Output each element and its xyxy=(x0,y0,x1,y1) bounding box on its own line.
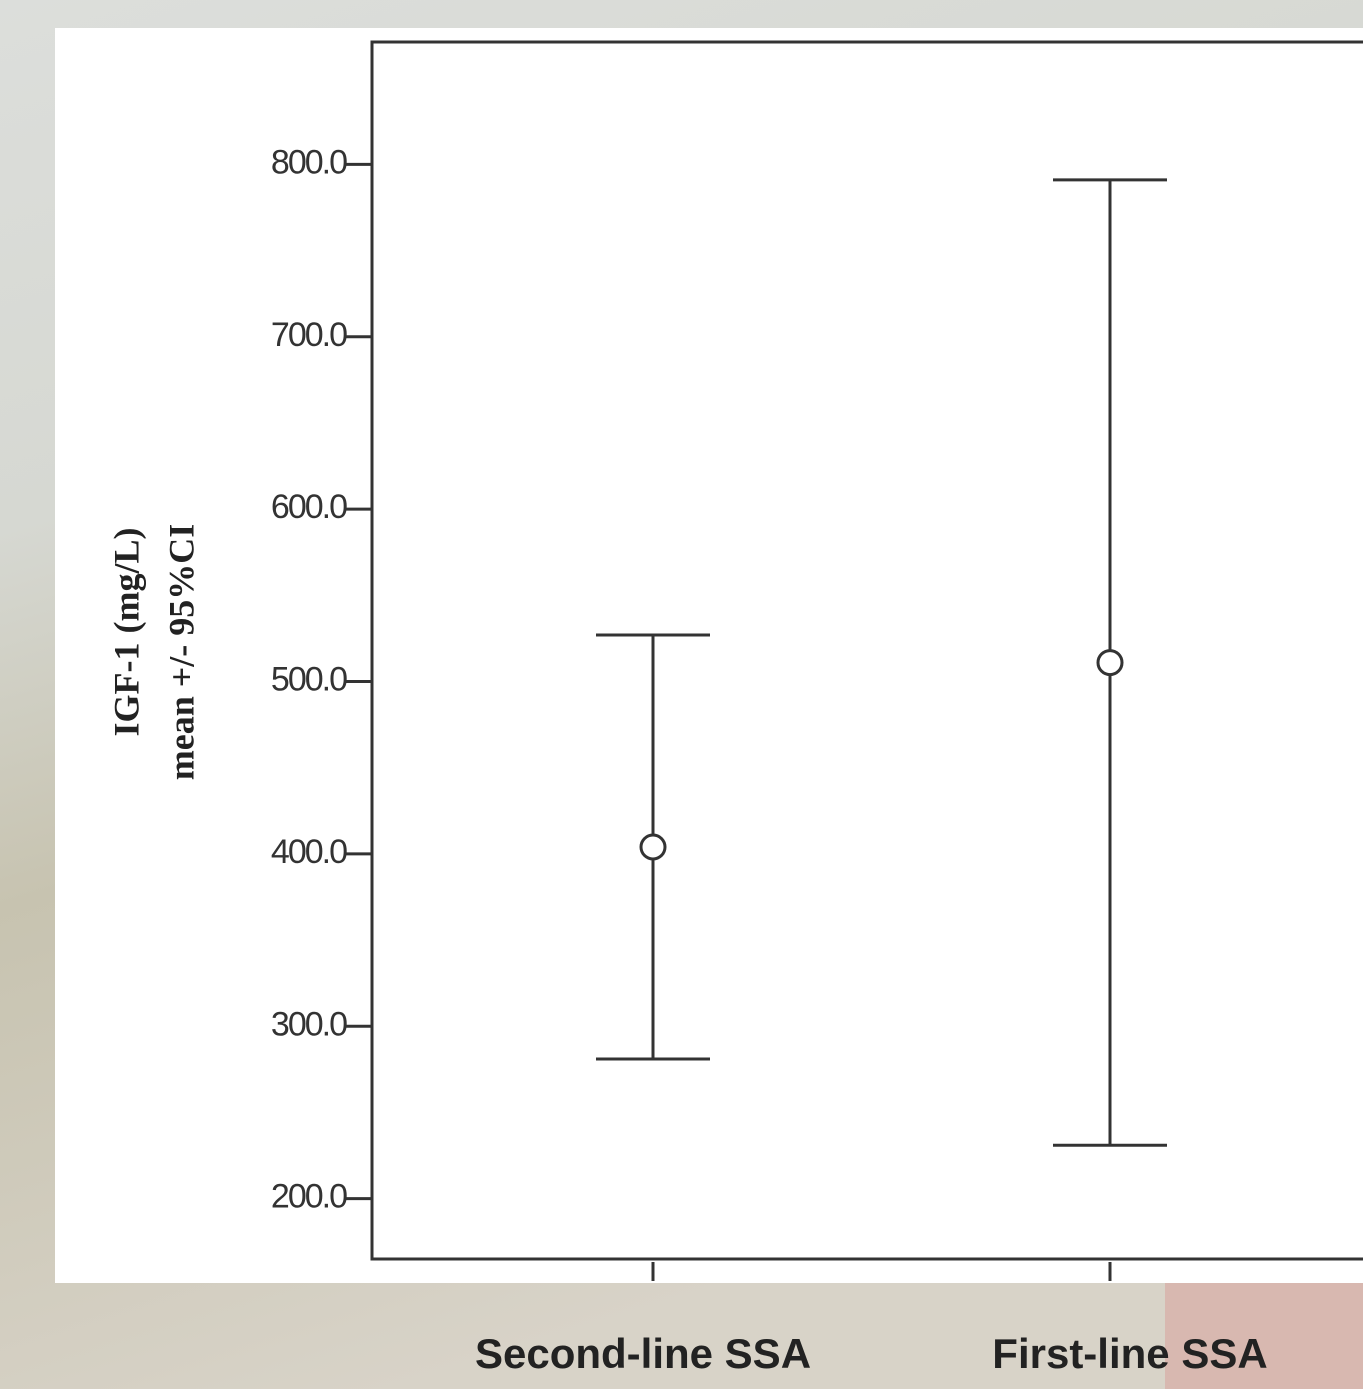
y-tick-label: 400.0 xyxy=(271,833,347,871)
background-patch xyxy=(1165,1283,1363,1389)
y-tick-label: 300.0 xyxy=(271,1005,347,1043)
y-tick-label: 200.0 xyxy=(271,1178,347,1216)
mean-marker xyxy=(639,833,667,861)
y-tick-label: 500.0 xyxy=(271,661,347,699)
chart-panel xyxy=(55,28,1363,1283)
y-tick-label: 800.0 xyxy=(271,143,347,181)
y-tick-label: 600.0 xyxy=(271,488,347,526)
x-tick-label: First-line SSA xyxy=(992,1330,1267,1377)
plot-frame xyxy=(370,40,1363,1261)
mean-marker xyxy=(1096,649,1124,677)
x-tick-label: Second-line SSA xyxy=(475,1330,811,1377)
y-tick-label: 700.0 xyxy=(271,316,347,354)
y-axis-label: mean +/- 95%CI xyxy=(161,524,201,781)
y-axis-label: IGF-1 (mg/L) xyxy=(106,528,146,737)
